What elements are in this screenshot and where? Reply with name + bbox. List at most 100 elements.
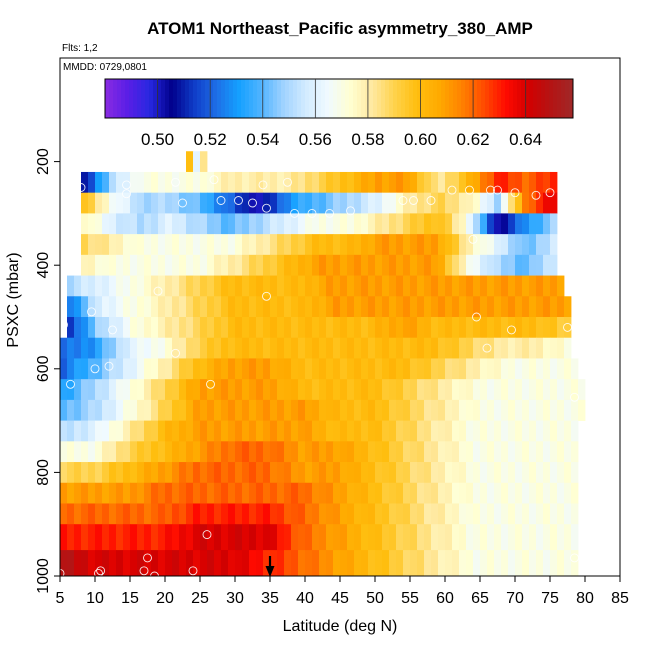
heatmap-cell — [200, 275, 208, 297]
colorbar-segment — [457, 79, 462, 118]
heatmap-cell — [459, 254, 467, 276]
heatmap-cell — [291, 379, 299, 401]
heatmap-cell — [424, 317, 432, 339]
heatmap-cell — [543, 441, 551, 463]
heatmap-cell — [242, 482, 250, 504]
heatmap-cell — [123, 337, 131, 359]
colorbar-segment — [329, 79, 334, 118]
heatmap-cell — [116, 462, 124, 484]
heatmap-cell — [515, 275, 523, 297]
heatmap-cell — [508, 524, 516, 551]
heatmap-cell — [235, 254, 243, 276]
heatmap-cell — [522, 275, 530, 297]
observation-point — [96, 566, 106, 576]
heatmap-cell — [361, 171, 369, 194]
heatmap-cell — [95, 462, 103, 484]
heatmap-cell — [137, 254, 145, 276]
heatmap-cell — [564, 296, 572, 318]
heatmap-cell — [172, 171, 180, 194]
heatmap-cell — [375, 441, 383, 463]
heatmap-cell — [466, 275, 474, 297]
heatmap-cell — [487, 462, 495, 484]
heatmap-cell — [396, 550, 404, 577]
observation-point — [468, 234, 478, 244]
heatmap-cell — [557, 503, 565, 525]
heatmap-cell — [319, 358, 327, 380]
heatmap-cell — [452, 358, 460, 380]
colorbar-segment — [397, 79, 402, 118]
heatmap-cell — [508, 379, 516, 401]
heatmap-cell — [151, 420, 159, 442]
heatmap-cell — [165, 462, 173, 484]
heatmap-cell — [522, 420, 530, 442]
heatmap-cell — [375, 275, 383, 297]
heatmap-cell — [396, 337, 404, 359]
heatmap-cell — [501, 482, 509, 504]
x-tick-label: 20 — [156, 590, 174, 607]
heatmap-cell — [557, 275, 565, 297]
heatmap-cell — [389, 503, 397, 525]
heatmap-cell — [193, 317, 201, 339]
heatmap-cell — [172, 379, 180, 401]
heatmap-cell — [235, 171, 243, 194]
heatmap-cell — [431, 462, 439, 484]
heatmap-cell — [207, 441, 215, 463]
heatmap-cell — [235, 441, 243, 463]
heatmap-cell — [186, 524, 194, 551]
heatmap-cell — [158, 420, 166, 442]
heatmap-cell — [67, 379, 75, 401]
heatmap-cell — [67, 524, 75, 551]
colorbar-segment — [105, 79, 110, 118]
observation-point — [122, 189, 131, 199]
heatmap-cell — [172, 550, 180, 577]
heatmap-cell — [508, 317, 516, 339]
x-tick-label: 5 — [56, 590, 65, 607]
heatmap-cell — [102, 420, 110, 442]
heatmap-cell — [256, 482, 264, 504]
heatmap-cell — [277, 254, 285, 276]
heatmap-cell — [298, 213, 306, 235]
heatmap-cell — [214, 462, 222, 484]
heatmap-cell — [508, 503, 516, 525]
heatmap-cell — [354, 399, 362, 421]
heatmap-cell — [347, 192, 355, 214]
heatmap-cell — [480, 337, 488, 359]
heatmap-cell — [249, 503, 257, 525]
heatmap-cell — [221, 275, 229, 297]
heatmap-cell — [515, 420, 523, 442]
heatmap-cell — [235, 192, 243, 214]
heatmap-cell — [116, 234, 124, 256]
heatmap-cell — [410, 317, 418, 339]
heatmap-cell — [431, 317, 439, 339]
colorbar-segment — [381, 79, 386, 118]
heatmap-cell — [221, 503, 229, 525]
dates-label: MMDD: 0729,0801 — [63, 62, 147, 73]
observation-point — [409, 196, 418, 205]
y-tick-label: 600 — [35, 355, 52, 382]
heatmap-cell — [284, 213, 292, 235]
heatmap-cell — [515, 296, 523, 318]
heatmap-cell — [74, 482, 82, 504]
heatmap-cell — [473, 213, 481, 235]
heatmap-cell — [221, 192, 229, 214]
heatmap-cell — [361, 192, 369, 214]
heatmap-cell — [207, 275, 215, 297]
heatmap-cell — [277, 213, 285, 235]
heatmap-cell — [179, 399, 187, 421]
heatmap-cell — [305, 441, 313, 463]
heatmap-cell — [242, 503, 250, 525]
heatmap-cell — [424, 296, 432, 318]
heatmap-cell — [207, 399, 215, 421]
heatmap-cell — [459, 482, 467, 504]
heatmap-cell — [298, 192, 306, 214]
heatmap-cell — [305, 317, 313, 339]
heatmap-cell — [67, 296, 75, 318]
heatmap-cell — [186, 399, 194, 421]
x-tick-label: 25 — [191, 590, 209, 607]
colorbar-segment — [113, 79, 118, 118]
heatmap-cell — [452, 550, 460, 577]
heatmap-cell — [417, 441, 425, 463]
heatmap-cell — [193, 524, 201, 551]
heatmap-cell — [550, 275, 558, 297]
